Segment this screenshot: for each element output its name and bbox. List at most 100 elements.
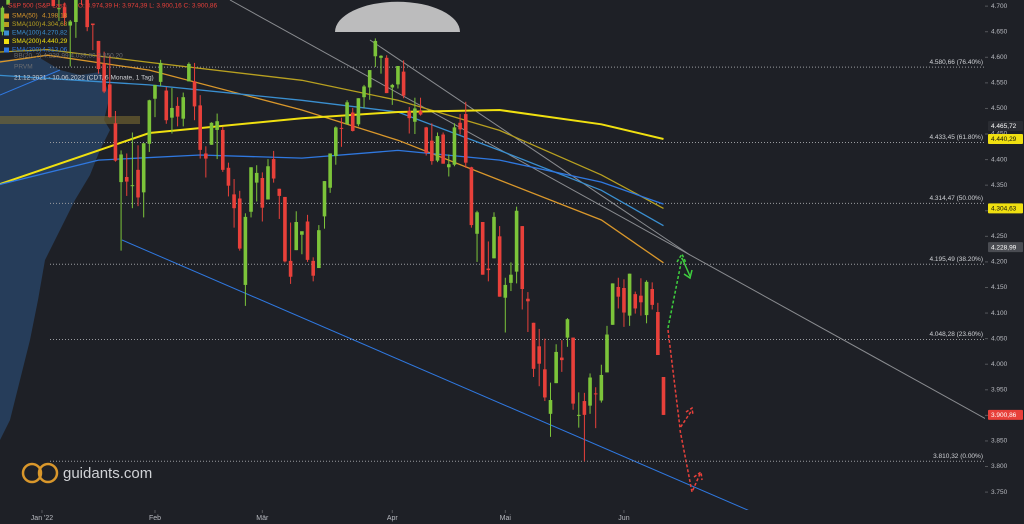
price-tag — [988, 133, 1023, 144]
arrow-head — [681, 257, 693, 280]
candle-body — [187, 63, 191, 82]
volume-profile — [0, 58, 110, 440]
candle-body — [413, 108, 417, 122]
candle-body — [384, 57, 389, 94]
x-tick-label: Apr — [387, 515, 399, 522]
candle-body — [141, 143, 146, 193]
candle-body — [311, 260, 315, 276]
level-label: 4.048,28 (23.60%) — [930, 331, 983, 338]
legend-swatch — [4, 30, 9, 36]
legend-swatch — [4, 22, 9, 27]
candle-body — [430, 140, 434, 162]
candle-body — [232, 194, 236, 209]
logo-ring — [21, 462, 43, 484]
level-label: 3.810,32 (0.00%) — [933, 453, 983, 460]
candle-body — [305, 221, 310, 260]
legend-name: EMA(200) — [12, 47, 41, 54]
candle-body — [593, 393, 598, 395]
candle-body — [119, 154, 123, 183]
candle-body — [503, 284, 508, 298]
candle-body — [480, 222, 485, 275]
y-tick-label: 4.500 — [991, 105, 1008, 112]
candle-body — [113, 123, 118, 161]
candle-body — [452, 127, 457, 165]
candle-body — [537, 346, 541, 364]
candle-body — [582, 401, 587, 415]
price-tag — [988, 203, 1023, 214]
arrow-down — [667, 329, 694, 431]
candle-body — [124, 176, 129, 182]
x-tick-label: Feb — [149, 515, 161, 522]
candle-body — [418, 111, 423, 115]
y-tick-label: 3.950 — [991, 387, 1008, 394]
candle-body — [283, 196, 287, 262]
candle-body — [475, 212, 479, 234]
quote: O: 3.974,39 H: 3.974,39 L: 3.900,16 C: 3… — [78, 3, 218, 10]
brand: guidants.com — [63, 465, 152, 482]
candle-body — [91, 23, 95, 26]
candle-body — [51, 0, 56, 7]
ma-line — [0, 48, 664, 209]
legend-swatch — [4, 13, 9, 19]
candle-body — [107, 84, 112, 118]
arc-shape — [335, 1, 460, 32]
candle-body — [6, 0, 10, 5]
period: 21.12.2021 - 10.06.2022 (CDT, 6 Monate, … — [14, 75, 154, 82]
candle-body — [192, 81, 197, 107]
candle-body — [571, 337, 575, 404]
legend-swatch — [4, 47, 9, 53]
candle-body — [356, 98, 361, 125]
y-tick-label: 4.400 — [991, 156, 1008, 163]
legend-value: 4.440,29 — [42, 38, 68, 45]
candle-body — [424, 127, 428, 153]
price-tag-label: 4.465,72 — [991, 123, 1017, 130]
candle-body — [627, 273, 632, 316]
candle-body — [147, 100, 152, 144]
candle-body — [136, 169, 140, 198]
y-tick-label: 4.050 — [991, 335, 1008, 342]
legend-value: 4.313,06 — [42, 47, 68, 54]
candle-body — [96, 40, 101, 70]
y-tick-label: 4.650 — [991, 28, 1008, 35]
y-tick-label: 3.800 — [991, 463, 1008, 470]
candle-body — [153, 84, 157, 99]
candle-body — [661, 377, 666, 415]
price-tag-label: 3.900,86 — [991, 412, 1017, 419]
legend-name: SMA(200) — [12, 38, 41, 45]
candle-body — [288, 260, 293, 277]
price-tag — [988, 409, 1023, 420]
y-tick-label: 4.700 — [991, 3, 1008, 10]
y-tick-label: 4.550 — [991, 80, 1008, 87]
candle-body — [237, 198, 242, 249]
x-tick-label: Jun — [618, 515, 629, 522]
candle-body — [322, 181, 327, 217]
candle-body — [396, 65, 400, 85]
candle-body — [509, 274, 513, 283]
legend-name: SMA(50) — [12, 13, 38, 20]
candle-body — [531, 322, 536, 369]
legend-value: 4.304,63 — [42, 21, 68, 28]
x-tick-label: Mai — [500, 515, 512, 522]
candle-body — [497, 236, 502, 297]
candle-body — [243, 216, 248, 285]
level-label: 4.314,47 (50.00%) — [930, 195, 983, 202]
arrow-down — [679, 429, 703, 495]
legend-value: 4.198,18 — [42, 13, 68, 20]
candle-body — [254, 172, 259, 183]
candle-body — [266, 166, 270, 200]
candle-body — [249, 167, 253, 212]
channel-line — [121, 239, 749, 510]
y-tick-label: 4.250 — [991, 233, 1008, 240]
y-tick-label: 4.600 — [991, 54, 1008, 61]
candle-body — [565, 319, 570, 338]
candle-body — [350, 112, 355, 131]
candle-body — [204, 153, 208, 159]
price-tag-label: 4.228,99 — [991, 244, 1017, 251]
candle-body — [164, 90, 169, 121]
price-tag — [988, 120, 1023, 131]
candle-body — [345, 102, 349, 125]
candle-body — [62, 7, 67, 18]
y-tick-label: 4.350 — [991, 182, 1008, 189]
y-tick-label: 4.200 — [991, 259, 1008, 266]
candle-body — [407, 111, 412, 119]
